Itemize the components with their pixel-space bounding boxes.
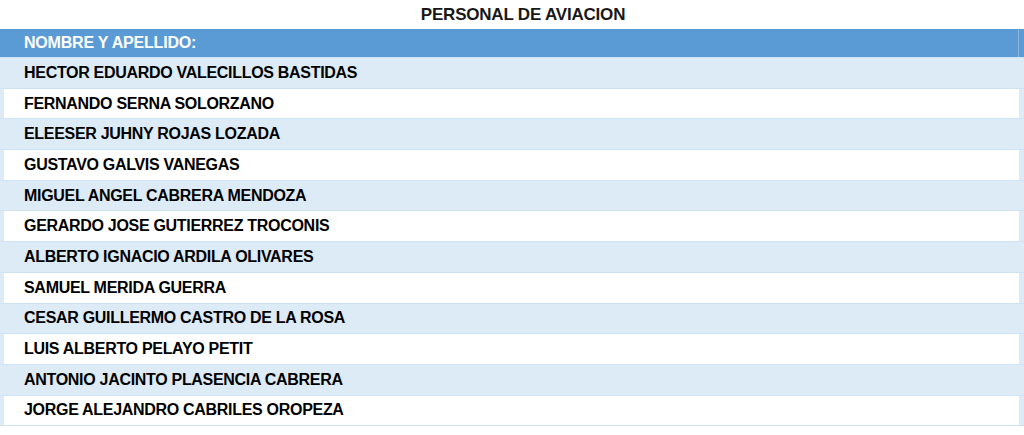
- table-row[interactable]: FERNANDO SERNA SOLORZANO: [0, 88, 1024, 119]
- table-row[interactable]: MIGUEL ANGEL CABRERA MENDOZA: [0, 180, 1024, 211]
- table-row-label: JORGE ALEJANDRO CABRILES OROPEZA: [24, 401, 344, 419]
- table-row-label: ANTONIO JACINTO PLASENCIA CABRERA: [24, 371, 343, 389]
- table-row-partial: [0, 425, 1024, 426]
- table-row[interactable]: ELEESER JUHNY ROJAS LOZADA: [0, 118, 1024, 149]
- table-row[interactable]: LUIS ALBERTO PELAYO PETIT: [0, 333, 1024, 364]
- table-row-label: FERNANDO SERNA SOLORZANO: [24, 95, 274, 113]
- table-row-label: CESAR GUILLERMO CASTRO DE LA ROSA: [24, 309, 345, 327]
- table-row[interactable]: CESAR GUILLERMO CASTRO DE LA ROSA: [0, 303, 1024, 334]
- table-row-label: ALBERTO IGNACIO ARDILA OLIVARES: [24, 248, 313, 266]
- table-row[interactable]: HECTOR EDUARDO VALECILLOS BASTIDAS: [0, 57, 1024, 88]
- personnel-table: NOMBRE Y APELLIDO: HECTOR EDUARDO VALECI…: [0, 29, 1024, 426]
- spreadsheet-page: PERSONAL DE AVIACION NOMBRE Y APELLIDO: …: [0, 0, 1024, 435]
- table-row-label: HECTOR EDUARDO VALECILLOS BASTIDAS: [24, 64, 357, 82]
- table-row-label: GUSTAVO GALVIS VANEGAS: [24, 156, 239, 174]
- table-body: HECTOR EDUARDO VALECILLOS BASTIDAS FERNA…: [0, 57, 1024, 425]
- table-row[interactable]: GERARDO JOSE GUTIERREZ TROCONIS: [0, 210, 1024, 241]
- table-row-label: GERARDO JOSE GUTIERREZ TROCONIS: [24, 217, 329, 235]
- table-header-label: NOMBRE Y APELLIDO:: [24, 34, 196, 52]
- table-row[interactable]: ANTONIO JACINTO PLASENCIA CABRERA: [0, 364, 1024, 395]
- table-row-label: ELEESER JUHNY ROJAS LOZADA: [24, 125, 280, 143]
- table-row-label: MIGUEL ANGEL CABRERA MENDOZA: [24, 187, 306, 205]
- table-row[interactable]: SAMUEL MERIDA GUERRA: [0, 272, 1024, 303]
- table-header-row[interactable]: NOMBRE Y APELLIDO:: [0, 29, 1024, 57]
- table-row-label: LUIS ALBERTO PELAYO PETIT: [24, 340, 252, 358]
- table-row[interactable]: GUSTAVO GALVIS VANEGAS: [0, 149, 1024, 180]
- table-row[interactable]: JORGE ALEJANDRO CABRILES OROPEZA: [0, 395, 1024, 426]
- page-title-bar: PERSONAL DE AVIACION: [0, 0, 1024, 29]
- page-title: PERSONAL DE AVIACION: [421, 5, 625, 25]
- table-row-label: SAMUEL MERIDA GUERRA: [24, 279, 226, 297]
- table-row[interactable]: ALBERTO IGNACIO ARDILA OLIVARES: [0, 241, 1024, 272]
